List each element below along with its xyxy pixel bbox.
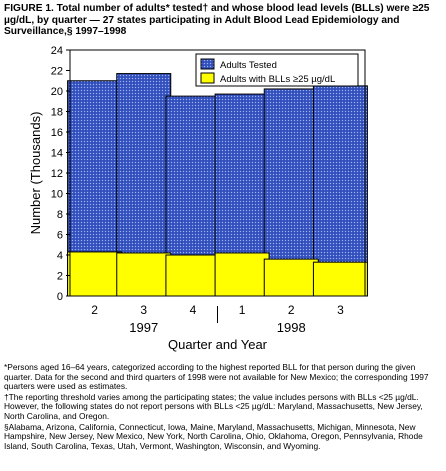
legend: Adults Tested Adults with BLLs ≥25 µg/dL xyxy=(195,53,359,87)
bar-adults-bll-5 xyxy=(312,261,368,297)
x-tick-label-1: 3 xyxy=(140,303,147,317)
bar-adults-bll-1 xyxy=(116,252,172,297)
y-tick-label-24: 24 xyxy=(51,45,63,57)
bar-adults-bll-2 xyxy=(165,254,221,297)
year-label-1997: 1997 xyxy=(129,320,158,335)
y-tick-label-2: 2 xyxy=(57,271,63,283)
y-tick-label-10: 10 xyxy=(51,189,63,201)
y-tick-label-14: 14 xyxy=(51,148,63,160)
bar-adults-bll-4 xyxy=(263,258,319,297)
y-tick-label-0: 0 xyxy=(57,291,63,303)
x-tick-label-5: 3 xyxy=(337,303,344,317)
y-tick-label-16: 16 xyxy=(51,127,63,139)
bar-adults-tested-5 xyxy=(312,85,368,297)
figure-label: FIGURE 1. xyxy=(4,3,54,14)
x-axis-title: Quarter and Year xyxy=(168,337,268,352)
y-tick-label-6: 6 xyxy=(57,230,63,242)
x-tick-label-3: 1 xyxy=(239,303,246,317)
legend-label-1: Adults with BLLs ≥25 µg/dL xyxy=(220,74,335,85)
legend-swatch-1 xyxy=(200,72,215,84)
y-tick-label-20: 20 xyxy=(51,86,63,98)
bars-layer xyxy=(67,73,368,297)
x-tick-label-2: 4 xyxy=(190,303,197,317)
figure-title: FIGURE 1. Total number of adults* tested… xyxy=(4,3,442,38)
legend-swatch-0 xyxy=(200,58,215,70)
figure-title-text: Total number of adults* tested† and whos… xyxy=(4,3,430,37)
footnote-states: §Alabama, Arizona, California, Connectic… xyxy=(4,421,423,451)
footnote-threshold: †The reporting threshold varies among th… xyxy=(4,391,423,421)
legend-box xyxy=(195,53,359,87)
footnote-age: *Persons aged 16–64 years, categorized a… xyxy=(4,362,429,392)
legend-label-0: Adults Tested xyxy=(220,60,277,71)
y-tick-label-22: 22 xyxy=(51,66,63,78)
bar-adults-bll-3 xyxy=(214,252,270,297)
x-tick-label-0: 2 xyxy=(91,303,98,317)
y-tick-label-8: 8 xyxy=(57,209,63,221)
bar-adults-bll-0 xyxy=(67,251,123,297)
x-tick-label-4: 2 xyxy=(288,303,295,317)
year-label-1998: 1998 xyxy=(277,320,306,335)
y-tick-label-18: 18 xyxy=(51,107,63,119)
footnotes: *Persons aged 16–64 years, categorized a… xyxy=(4,362,442,452)
y-axis-title: Number (Thousands) xyxy=(28,112,43,235)
y-tick-label-4: 4 xyxy=(57,250,63,262)
y-tick-label-12: 12 xyxy=(51,168,63,180)
